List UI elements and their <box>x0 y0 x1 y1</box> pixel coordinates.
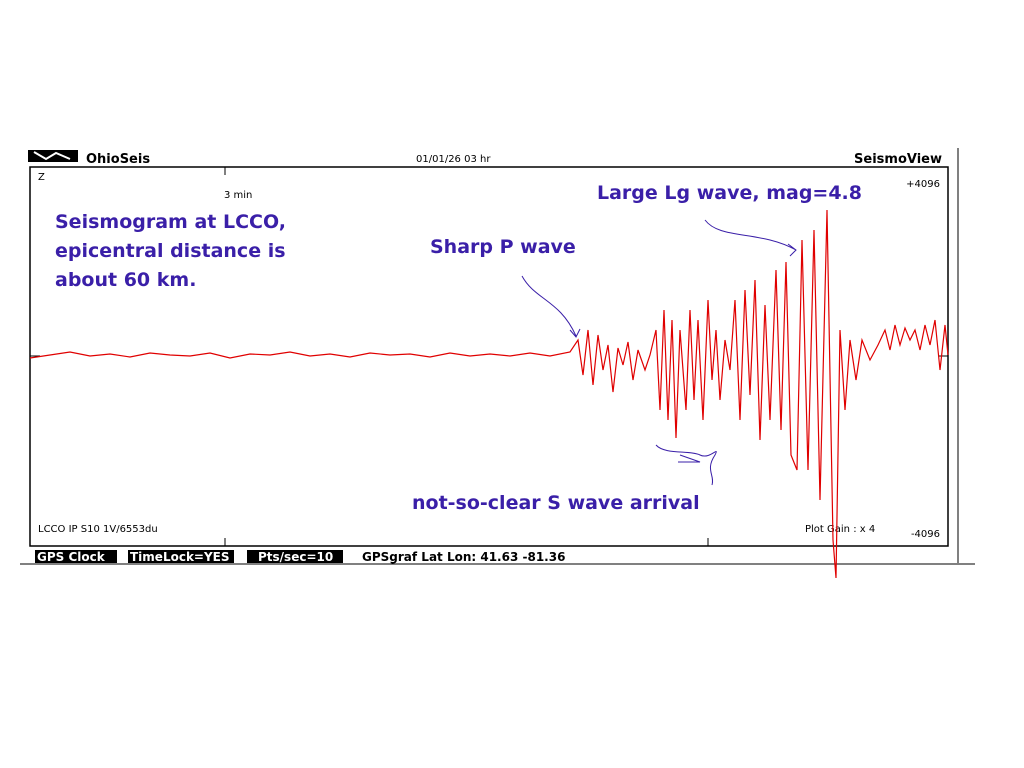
status-box <box>247 550 343 563</box>
s-wave-label: not-so-clear S wave arrival <box>412 492 700 514</box>
sample-rate[interactable]: Pts/sec=10 <box>258 550 333 564</box>
station-note: Seismogram at LCCO, <box>55 211 286 233</box>
app-name: OhioSeis <box>86 152 150 167</box>
plot-gain: Plot Gain : x 4 <box>805 524 875 535</box>
status-box <box>128 550 234 563</box>
arrows <box>521 219 797 486</box>
timelock[interactable]: TimeLock=YES <box>130 550 230 564</box>
p-wave-label: Sharp P wave <box>430 236 576 258</box>
station-note: about 60 km. <box>55 269 196 291</box>
app-icon-glyph <box>33 151 71 161</box>
bottom-limit: -4096 <box>911 529 940 540</box>
time-scale: 3 min <box>224 190 252 201</box>
product-name: SeismoView <box>854 152 942 167</box>
station-note: epicentral distance is <box>55 240 286 262</box>
lg-wave-label: Large Lg wave, mag=4.8 <box>597 182 862 204</box>
seismogram-trace <box>29 209 949 579</box>
datetime: 01/01/26 03 hr <box>416 154 491 165</box>
location: GPSgraf Lat Lon: 41.63 -81.36 <box>362 550 565 564</box>
top-limit: +4096 <box>906 179 940 190</box>
gps-clock[interactable]: GPS Clock <box>37 550 106 564</box>
status-box <box>35 550 117 563</box>
station-info: LCCO IP S10 1V/6553du <box>38 524 158 535</box>
plot-frame <box>29 166 949 547</box>
app-icon <box>28 150 78 162</box>
component: Z <box>38 172 45 183</box>
